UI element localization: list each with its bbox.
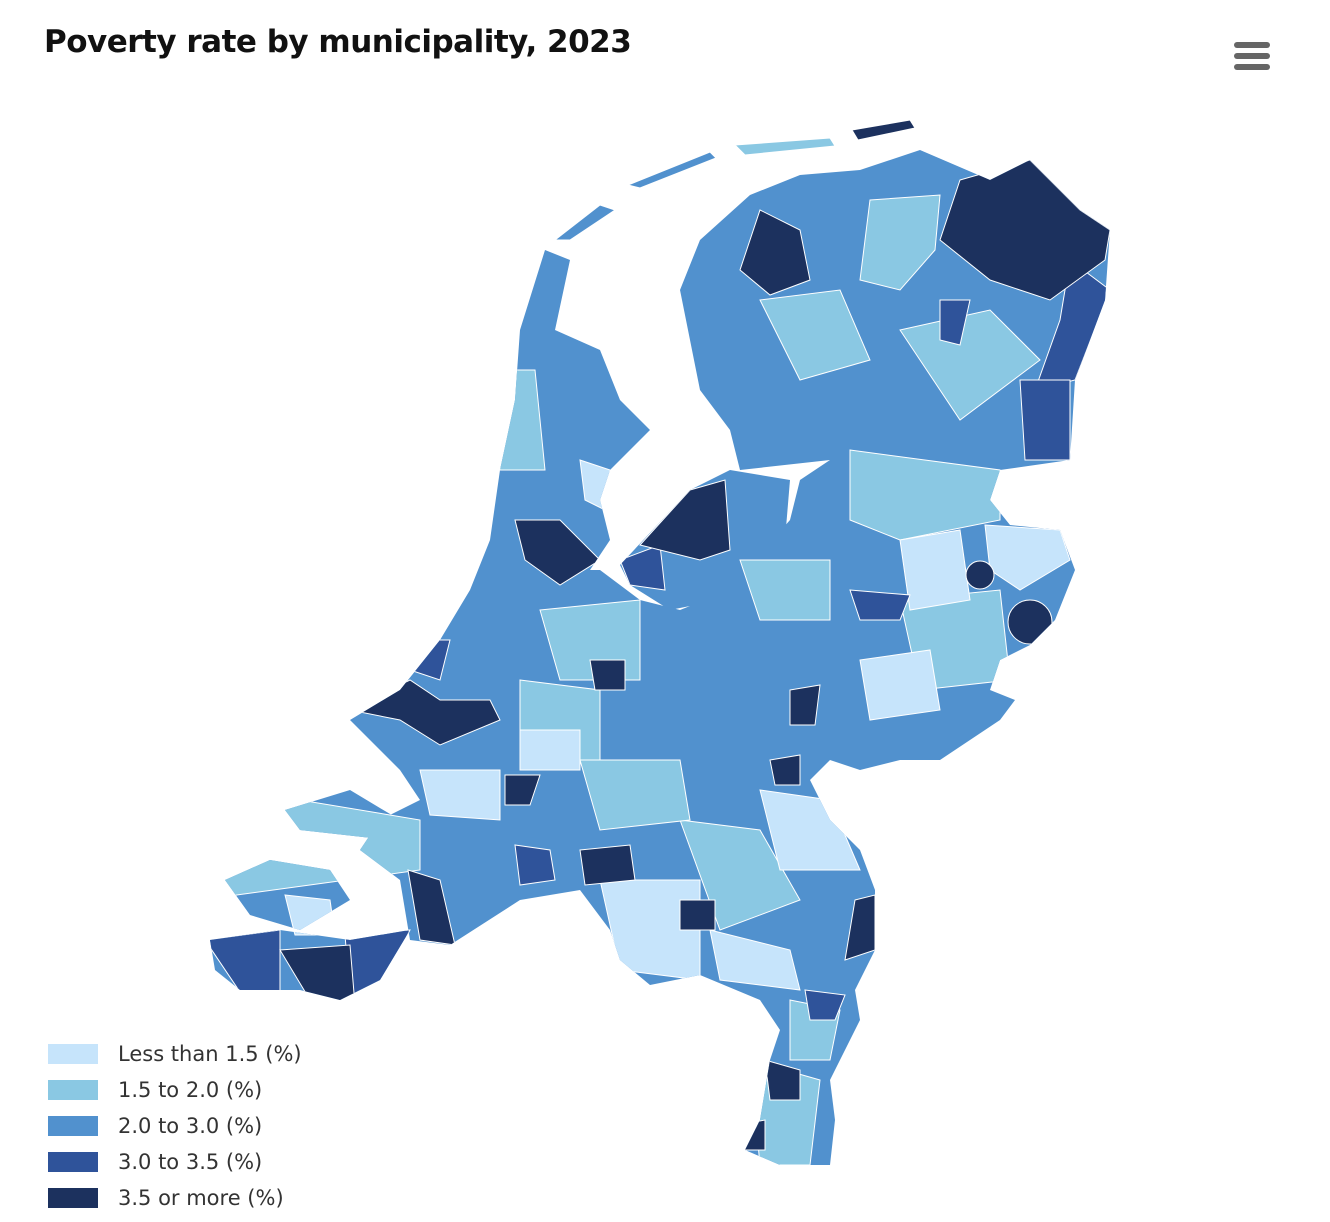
legend-swatch	[48, 1080, 98, 1100]
legend-swatch	[48, 1152, 98, 1172]
legend-label: 3.5 or more (%)	[118, 1186, 284, 1210]
legend-label: 2.0 to 3.0 (%)	[118, 1114, 263, 1138]
legend-swatch	[48, 1044, 98, 1064]
legend-item[interactable]: 3.5 or more (%)	[48, 1180, 302, 1216]
wadden-islands	[553, 119, 916, 241]
legend-label: Less than 1.5 (%)	[118, 1042, 302, 1066]
legend: Less than 1.5 (%) 1.5 to 2.0 (%) 2.0 to …	[48, 1036, 302, 1216]
legend-swatch	[48, 1116, 98, 1136]
municipalities	[210, 150, 1110, 1165]
legend-swatch	[48, 1188, 98, 1208]
hamburger-menu-icon[interactable]	[1234, 42, 1270, 72]
legend-item[interactable]: 1.5 to 2.0 (%)	[48, 1072, 302, 1108]
legend-item[interactable]: 3.0 to 3.5 (%)	[48, 1144, 302, 1180]
legend-item[interactable]: Less than 1.5 (%)	[48, 1036, 302, 1072]
legend-label: 1.5 to 2.0 (%)	[118, 1078, 263, 1102]
legend-label: 3.0 to 3.5 (%)	[118, 1150, 263, 1174]
legend-item[interactable]: 2.0 to 3.0 (%)	[48, 1108, 302, 1144]
chart-title: Poverty rate by municipality, 2023	[44, 24, 632, 60]
